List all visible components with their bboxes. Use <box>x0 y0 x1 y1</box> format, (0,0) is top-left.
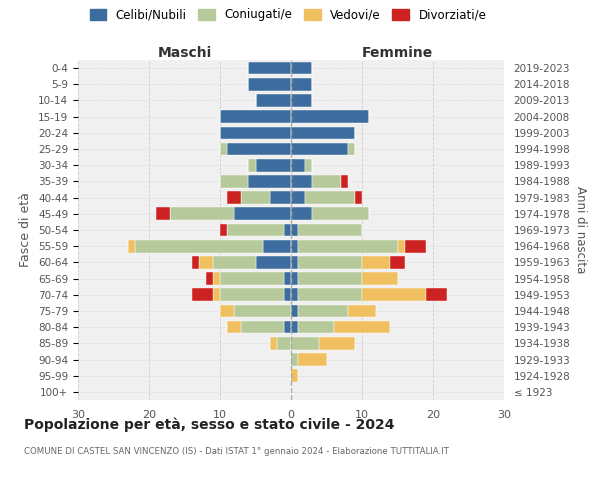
Text: Femmine: Femmine <box>362 46 433 60</box>
Bar <box>291 62 313 74</box>
Bar <box>291 78 313 90</box>
Bar <box>248 159 256 172</box>
Bar <box>291 288 298 301</box>
Bar <box>291 142 348 156</box>
Bar <box>234 208 291 220</box>
Bar <box>291 224 298 236</box>
Y-axis label: Fasce di età: Fasce di età <box>19 192 32 268</box>
Text: COMUNE DI CASTEL SAN VINCENZO (IS) - Dati ISTAT 1° gennaio 2024 - Elaborazione T: COMUNE DI CASTEL SAN VINCENZO (IS) - Dat… <box>24 448 449 456</box>
Bar <box>156 208 170 220</box>
Bar <box>213 256 256 268</box>
Bar <box>227 192 241 204</box>
Bar <box>256 256 291 268</box>
Bar <box>305 192 355 204</box>
Bar <box>298 353 326 366</box>
Bar <box>291 159 305 172</box>
Bar <box>284 224 291 236</box>
Bar <box>291 192 305 204</box>
Bar <box>213 288 220 301</box>
Bar <box>191 288 213 301</box>
Bar <box>291 126 355 139</box>
Bar <box>248 62 291 74</box>
Bar <box>291 240 298 252</box>
Bar <box>398 240 404 252</box>
Bar <box>220 304 234 318</box>
Bar <box>220 224 227 236</box>
Bar <box>284 321 291 334</box>
Bar <box>170 208 234 220</box>
Bar <box>277 337 291 349</box>
Bar <box>334 321 391 334</box>
Bar <box>135 240 263 252</box>
Bar <box>263 240 291 252</box>
Bar <box>241 321 284 334</box>
Bar <box>291 208 313 220</box>
Bar <box>355 192 362 204</box>
Bar <box>220 110 291 123</box>
Bar <box>220 142 227 156</box>
Bar <box>313 175 341 188</box>
Bar <box>213 272 220 285</box>
Bar <box>348 142 355 156</box>
Bar <box>291 256 298 268</box>
Bar <box>313 208 369 220</box>
Bar <box>362 256 391 268</box>
Bar <box>291 94 313 107</box>
Bar <box>270 192 291 204</box>
Bar <box>227 224 284 236</box>
Bar <box>191 256 199 268</box>
Bar <box>284 288 291 301</box>
Bar <box>206 272 213 285</box>
Bar <box>404 240 426 252</box>
Bar <box>291 321 298 334</box>
Bar <box>426 288 447 301</box>
Bar <box>305 159 313 172</box>
Bar <box>298 272 362 285</box>
Bar <box>391 256 404 268</box>
Bar <box>248 175 291 188</box>
Text: Maschi: Maschi <box>157 46 212 60</box>
Bar <box>270 337 277 349</box>
Bar <box>298 304 348 318</box>
Bar <box>128 240 135 252</box>
Bar <box>298 288 362 301</box>
Bar <box>291 353 298 366</box>
Bar <box>227 321 241 334</box>
Bar <box>341 175 348 188</box>
Bar <box>298 321 334 334</box>
Bar <box>256 94 291 107</box>
Bar <box>291 370 298 382</box>
Bar <box>220 126 291 139</box>
Bar <box>348 304 376 318</box>
Bar <box>220 272 284 285</box>
Bar <box>291 304 298 318</box>
Bar <box>227 142 291 156</box>
Bar <box>241 192 270 204</box>
Bar <box>298 240 398 252</box>
Bar <box>291 272 298 285</box>
Bar <box>284 272 291 285</box>
Y-axis label: Anni di nascita: Anni di nascita <box>574 186 587 274</box>
Bar <box>234 304 291 318</box>
Bar <box>298 224 362 236</box>
Bar <box>256 159 291 172</box>
Bar <box>362 288 426 301</box>
Bar <box>291 175 313 188</box>
Bar <box>291 337 319 349</box>
Bar <box>199 256 213 268</box>
Bar <box>319 337 355 349</box>
Bar <box>298 256 362 268</box>
Bar <box>220 175 248 188</box>
Bar <box>220 288 284 301</box>
Legend: Celibi/Nubili, Coniugati/e, Vedovi/e, Divorziati/e: Celibi/Nubili, Coniugati/e, Vedovi/e, Di… <box>89 8 487 22</box>
Bar <box>291 110 369 123</box>
Text: Popolazione per età, sesso e stato civile - 2024: Popolazione per età, sesso e stato civil… <box>24 418 395 432</box>
Bar <box>362 272 398 285</box>
Bar <box>248 78 291 90</box>
